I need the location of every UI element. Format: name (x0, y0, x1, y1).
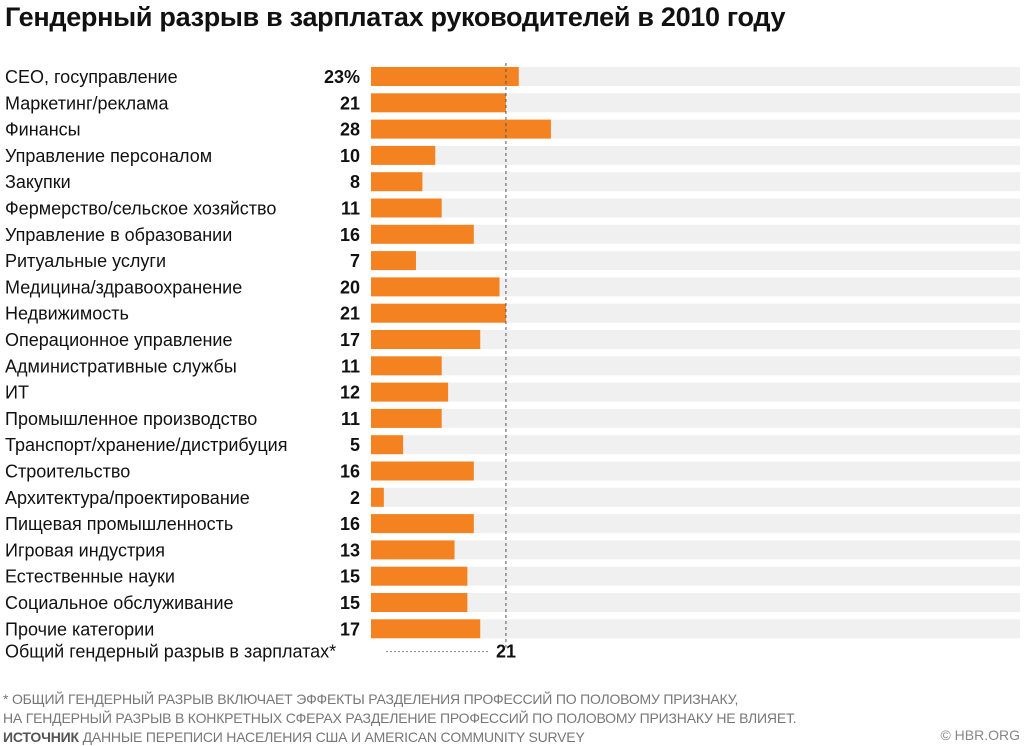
value-label: 2 (350, 488, 360, 508)
bar-track (371, 514, 1020, 534)
value-label: 13 (340, 540, 360, 560)
value-label: 11 (341, 409, 360, 429)
bar (371, 408, 442, 428)
bar-track (371, 172, 1020, 192)
value-label: 10 (340, 146, 360, 166)
bar (371, 119, 551, 139)
bar-track (371, 330, 1020, 349)
category-label: Административные службы (5, 356, 237, 376)
category-label: Строительство (5, 462, 130, 482)
category-label: Управление в образовании (5, 225, 232, 245)
bar-track (371, 566, 1020, 586)
source-label: Источник (3, 729, 79, 745)
bar (371, 277, 500, 297)
value-label: 16 (340, 514, 360, 534)
bar-track (371, 303, 1020, 323)
bar-track (371, 93, 1020, 113)
value-label: 15 (340, 567, 360, 587)
value-label: 12 (340, 383, 360, 403)
value-label: 8 (350, 172, 360, 192)
bar-track (371, 408, 1020, 428)
bar-track (371, 67, 1020, 86)
category-label: Финансы (5, 120, 81, 140)
reference-label: Общий гендерный разрыв в зарплатах* (5, 642, 336, 662)
category-label: Закупки (5, 172, 71, 192)
value-label: 7 (350, 251, 360, 271)
bar (371, 172, 423, 192)
bar-track (371, 540, 1020, 560)
value-label: 28 (340, 120, 360, 140)
category-label: Недвижимость (5, 304, 129, 324)
bar (371, 540, 455, 560)
credit: © HBR.ORG (940, 727, 1020, 743)
category-label: Архитектура/проектирование (5, 488, 250, 508)
bar-track (371, 251, 1020, 271)
bar (371, 461, 474, 481)
bar (371, 330, 481, 349)
value-label: 5 (350, 435, 360, 455)
category-label: Социальное обслуживание (5, 593, 234, 613)
value-label: 17 (340, 619, 360, 639)
category-label: Ритуальные услуги (5, 251, 166, 271)
bar (371, 224, 474, 244)
bar (371, 619, 481, 639)
bar (371, 198, 442, 218)
value-label: 21 (340, 304, 360, 324)
bar-track (371, 356, 1020, 376)
bar-track (371, 619, 1020, 639)
bar-track (371, 277, 1020, 297)
category-label: Пищевая промышленность (5, 514, 233, 534)
bar-chart: CEO, госуправление 23%Маркетинг/реклама 21… (5, 63, 1020, 662)
bar (371, 435, 404, 455)
category-label: CEO, госуправление (5, 67, 178, 87)
value-label: 11 (341, 199, 360, 219)
bar (371, 93, 506, 113)
category-label: ИТ (5, 383, 29, 403)
value-label: 17 (340, 330, 360, 350)
footnote-line-1: * Общий гендерный разрыв включает эффект… (3, 691, 739, 707)
value-label: 20 (340, 277, 360, 297)
bar-track (371, 198, 1020, 218)
reference-value: 21 (496, 642, 516, 662)
category-label: Маркетинг/реклама (5, 93, 170, 113)
source-text: данные переписи населения США и American… (82, 729, 585, 745)
bar (371, 303, 506, 323)
source-note: Источник данные переписи населения США и… (3, 729, 585, 745)
category-label: Транспорт/хранение/дистрибуция (5, 435, 287, 455)
value-label: 23% (324, 67, 360, 87)
bar-track (371, 593, 1020, 612)
bar (371, 514, 474, 534)
bar-track (371, 224, 1020, 244)
value-label: 16 (340, 225, 360, 245)
value-label: 21 (340, 93, 360, 113)
category-label: Операционное управление (5, 330, 233, 350)
bar-track (371, 145, 1020, 165)
bar (371, 356, 442, 376)
bar-track (371, 435, 1020, 455)
bar-track (371, 382, 1020, 402)
chart-title: Гендерный разрыв в зарплатах руководител… (5, 2, 786, 32)
category-label: Медицина/здравоохранение (5, 277, 242, 297)
bar (371, 145, 436, 165)
category-label: Прочие категории (5, 619, 154, 639)
category-label: Управление персоналом (5, 146, 212, 166)
value-label: 15 (340, 593, 360, 613)
bar (371, 251, 416, 271)
footnote-line-2: на гендерный разрыв в конкретных сферах … (3, 710, 797, 726)
bar (371, 487, 384, 507)
category-label: Естественные науки (5, 567, 175, 587)
category-label: Игровая индустрия (5, 540, 165, 560)
bar (371, 67, 519, 86)
category-label: Промышленное производство (5, 409, 257, 429)
category-label: Фермерство/сельское хозяйство (5, 199, 276, 219)
bar (371, 382, 449, 402)
bar (371, 593, 468, 612)
value-label: 11 (341, 356, 360, 376)
value-label: 16 (340, 462, 360, 482)
bar-track (371, 487, 1020, 507)
bar (371, 566, 468, 586)
bar-track (371, 461, 1020, 481)
